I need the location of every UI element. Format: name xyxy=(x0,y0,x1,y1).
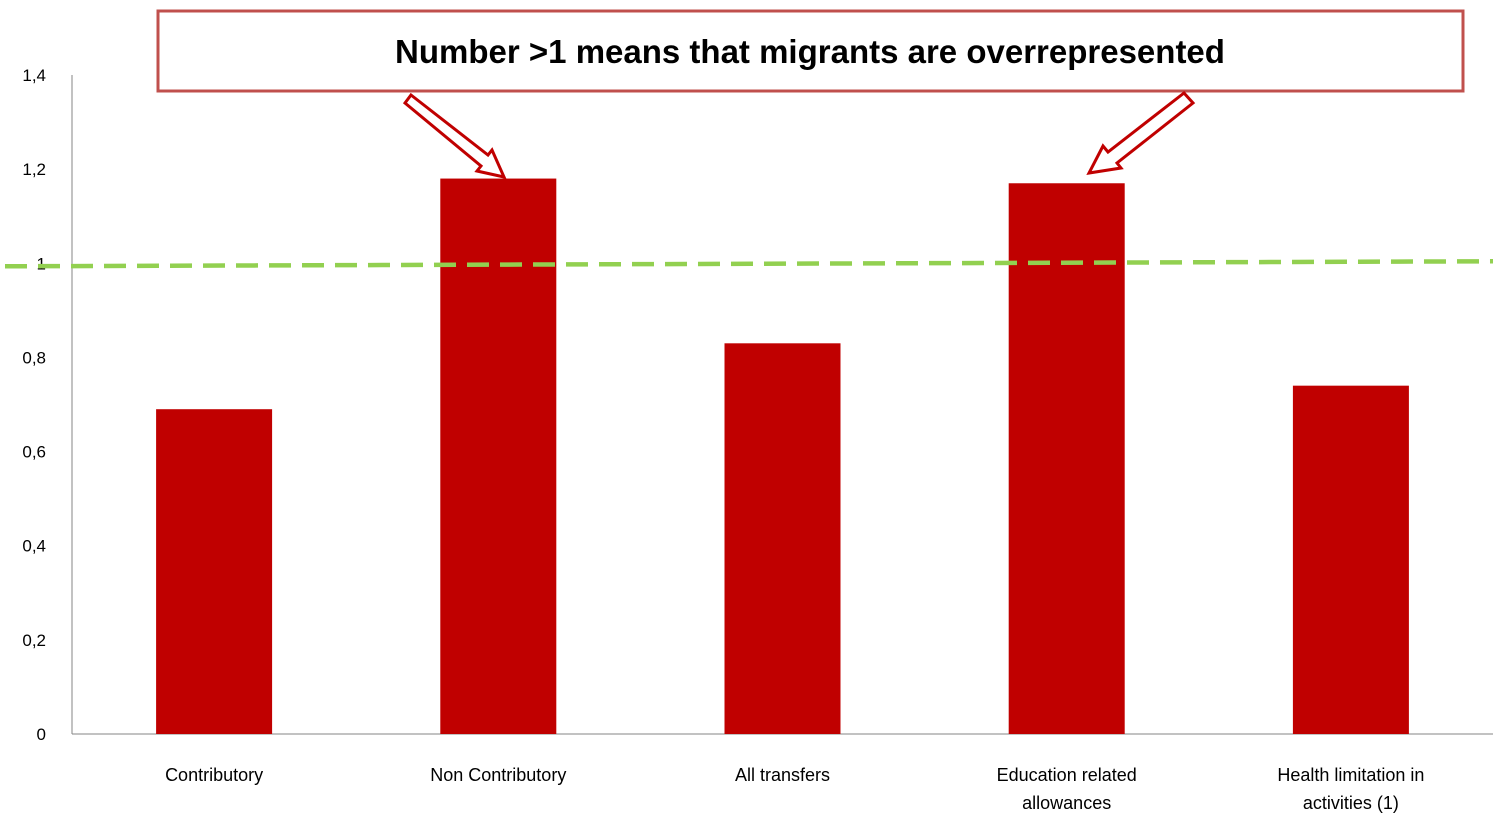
x-category-labels: Contributory Non Contributory All transfer… xyxy=(165,765,1424,813)
y-tick-label: 0,8 xyxy=(22,348,46,367)
callout-text: Number >1 means that migrants are overre… xyxy=(395,33,1225,70)
x-category-label: All transfers xyxy=(735,765,830,785)
y-tick-label: 0,6 xyxy=(22,443,46,462)
y-tick-label: 0,2 xyxy=(22,631,46,650)
y-tick-label: 1 xyxy=(37,254,46,273)
y-tick-label: 1,2 xyxy=(22,160,46,179)
annotation-callout: Number >1 means that migrants are overre… xyxy=(156,9,1465,180)
right-arrow-icon xyxy=(1086,90,1196,175)
bar xyxy=(724,343,841,734)
y-tick-label: 0 xyxy=(37,725,46,744)
y-tick-label: 0,4 xyxy=(22,537,46,556)
x-category-label: Health limitation in activities (1) xyxy=(1277,765,1424,813)
y-tick-labels: 0 0,2 0,4 0,6 0,8 1 1,2 1,4 xyxy=(22,66,46,744)
callout-box xyxy=(156,9,1465,93)
bars xyxy=(156,178,1409,735)
bar xyxy=(440,178,557,735)
y-tick-label: 1,4 xyxy=(22,66,46,85)
bar xyxy=(1008,183,1125,734)
x-category-label: Education related allowances xyxy=(997,765,1137,813)
bar xyxy=(1292,385,1409,734)
x-category-label: Contributory xyxy=(165,765,263,785)
bar xyxy=(156,409,273,734)
x-category-label: Non Contributory xyxy=(430,765,566,785)
reference-line xyxy=(4,259,1493,269)
left-arrow-icon xyxy=(402,92,507,180)
